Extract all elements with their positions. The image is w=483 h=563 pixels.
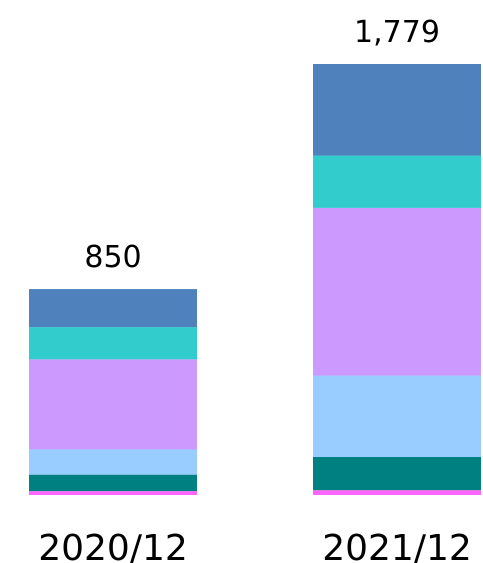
bar-segment-2020-12-s2 (29, 474, 197, 492)
bar-segment-2021-12-s1 (313, 490, 481, 495)
bar-segment-2020-12-s3 (29, 449, 197, 475)
category-label-2021-12: 2021/12 (322, 528, 472, 563)
total-label-2021-12: 1,779 (354, 15, 440, 50)
bar-segment-2020-12-s5 (29, 327, 197, 360)
bars-group (29, 64, 481, 495)
bar-segment-2020-12-s6 (29, 289, 197, 328)
bar-segment-2021-12-s6 (313, 64, 481, 156)
bar-segment-2020-12-s1 (29, 491, 197, 495)
total-label-2020-12: 850 (84, 240, 141, 275)
bar-segment-2021-12-s2 (313, 456, 481, 491)
bar-segment-2021-12-s3 (313, 375, 481, 457)
category-label-2020-12: 2020/12 (38, 528, 188, 563)
bar-segment-2021-12-s4 (313, 207, 481, 376)
bar-segment-2021-12-s5 (313, 155, 481, 208)
bar-segment-2020-12-s4 (29, 359, 197, 450)
